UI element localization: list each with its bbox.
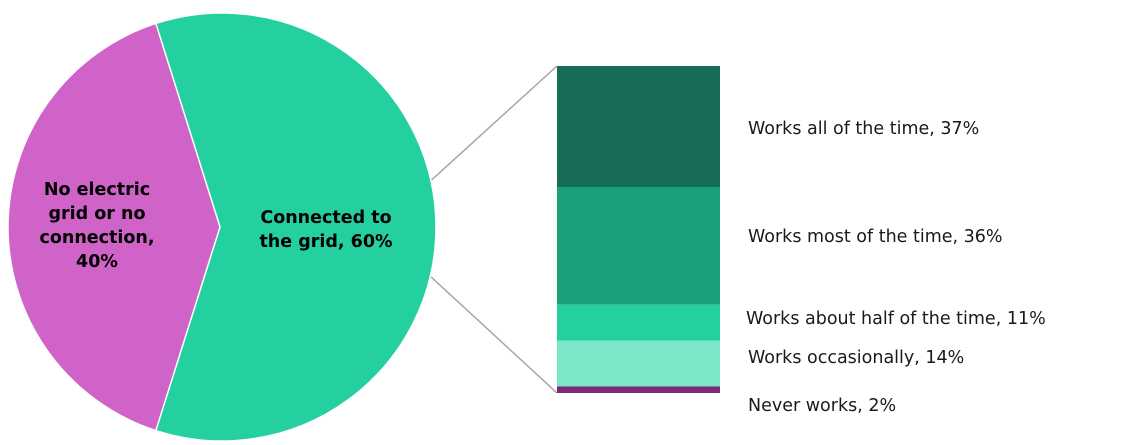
bar-segment (557, 66, 720, 187)
bar-segment-label: Works all of the time, 37% (748, 119, 979, 139)
pie (7, 12, 437, 442)
bar-segment-label: Never works, 2% (748, 396, 896, 416)
bar-segment-label: Works about half of the time, 11% (746, 309, 1046, 329)
bar-segment (557, 186, 720, 305)
pie-slice-connected (154, 12, 437, 442)
pie-label-no-connection: No electric grid or no connection, 40% (39, 180, 154, 272)
bar-segment (557, 386, 720, 393)
pie-label-connected: Connected to the grid, 60% (259, 208, 392, 252)
pie-slice-no-connection (7, 22, 233, 432)
bar-segment (557, 340, 720, 387)
bar-segment (557, 304, 720, 341)
stacked-bar (557, 66, 720, 393)
chart-labels: No electric grid or no connection, 40% Conne… (39, 119, 1045, 416)
bar-segment-label: Works most of the time, 36% (748, 227, 1003, 247)
bar-segment-label: Works occasionally, 14% (748, 348, 964, 368)
